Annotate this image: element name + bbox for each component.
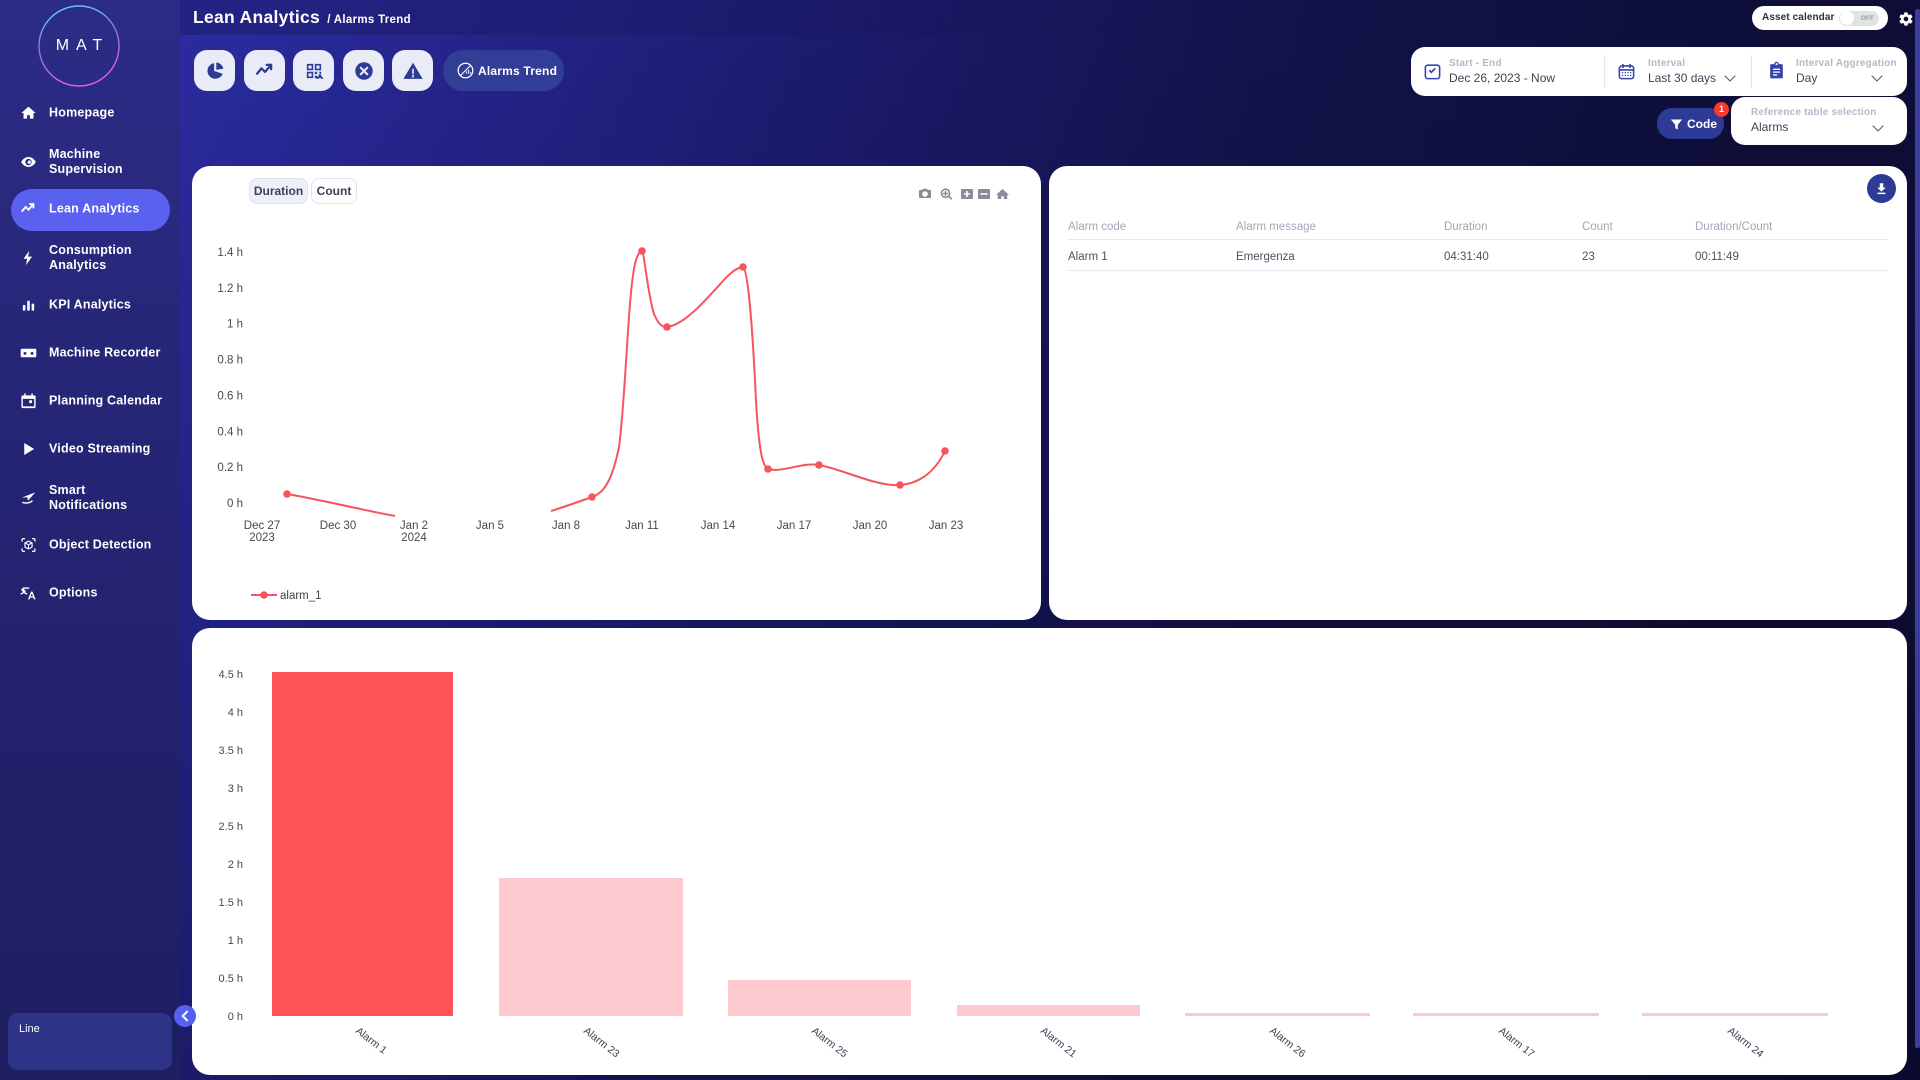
svg-text:Jan 17: Jan 17 [777, 520, 812, 532]
svg-text:1 h: 1 h [228, 935, 243, 947]
svg-text:0.5 h: 0.5 h [219, 973, 243, 985]
svg-text:4 h: 4 h [228, 707, 243, 719]
svg-text:Jan 14: Jan 14 [701, 520, 736, 532]
svg-text:3.5 h: 3.5 h [219, 745, 243, 757]
svg-text:Jan 8: Jan 8 [552, 520, 580, 532]
svg-text:1.5 h: 1.5 h [219, 897, 243, 909]
svg-text:Dec 30: Dec 30 [320, 520, 356, 532]
svg-text:2023: 2023 [249, 532, 275, 544]
svg-text:1.4 h: 1.4 h [217, 247, 243, 259]
svg-text:0.6 h: 0.6 h [217, 390, 243, 402]
svg-text:Alarm 24: Alarm 24 [1725, 1025, 1766, 1060]
svg-text:Jan 2: Jan 2 [400, 520, 428, 532]
svg-text:Jan 5: Jan 5 [476, 520, 504, 532]
svg-text:3 h: 3 h [228, 783, 243, 795]
svg-text:0 h: 0 h [228, 1011, 243, 1023]
svg-text:Alarm 25: Alarm 25 [809, 1025, 850, 1060]
svg-text:0.2 h: 0.2 h [217, 462, 243, 474]
svg-text:Alarm 23: Alarm 23 [581, 1025, 622, 1060]
svg-text:0.4 h: 0.4 h [217, 426, 243, 438]
svg-text:Alarm 1: Alarm 1 [353, 1025, 389, 1057]
svg-text:Alarm 21: Alarm 21 [1038, 1025, 1079, 1060]
svg-text:Jan 20: Jan 20 [853, 520, 888, 532]
svg-text:1.2 h: 1.2 h [217, 283, 243, 295]
svg-text:Alarm 17: Alarm 17 [1496, 1025, 1537, 1060]
svg-text:1 h: 1 h [227, 319, 243, 331]
svg-text:Dec 27: Dec 27 [244, 520, 280, 532]
svg-text:Jan 11: Jan 11 [625, 520, 659, 532]
svg-text:Alarm 26: Alarm 26 [1267, 1025, 1308, 1060]
svg-text:2024: 2024 [401, 532, 427, 544]
svg-text:0.8 h: 0.8 h [217, 355, 243, 367]
svg-text:0 h: 0 h [227, 498, 243, 510]
svg-text:alarm_1: alarm_1 [280, 590, 322, 602]
svg-text:Jan 23: Jan 23 [929, 520, 964, 532]
svg-text:2 h: 2 h [228, 859, 243, 871]
svg-text:2.5 h: 2.5 h [219, 821, 243, 833]
svg-text:4.5 h: 4.5 h [219, 669, 243, 681]
